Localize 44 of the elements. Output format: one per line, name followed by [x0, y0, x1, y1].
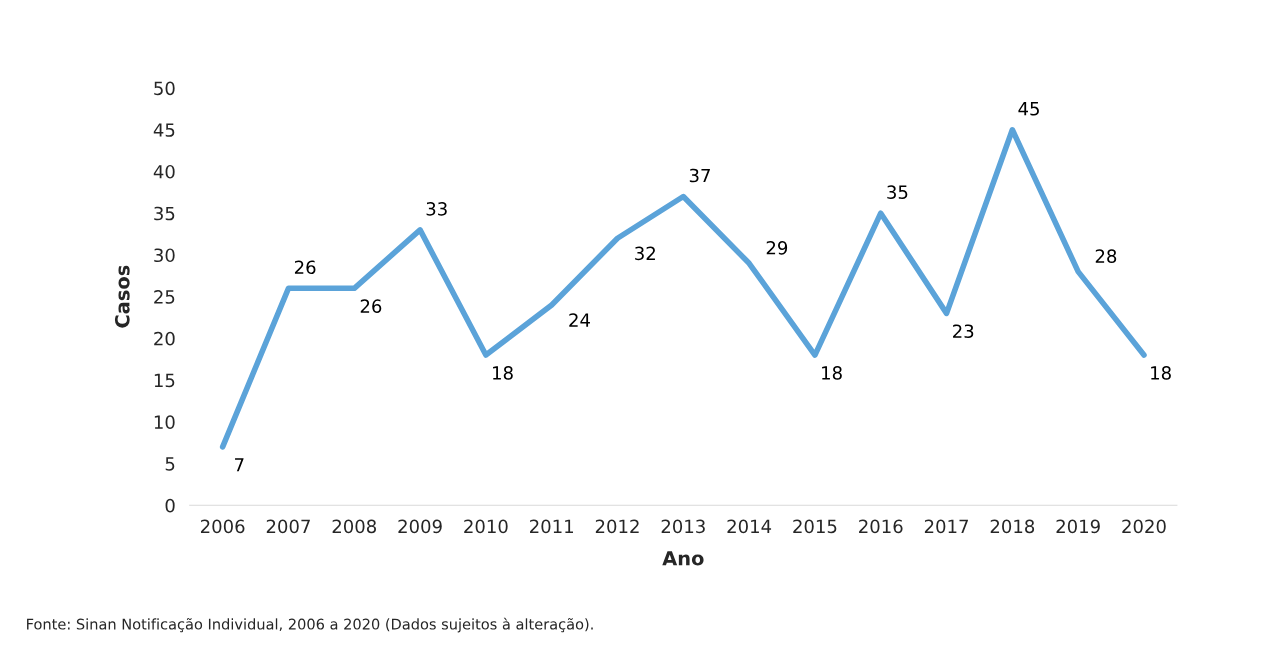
- y-tick-label: 15: [154, 373, 175, 388]
- y-tick-label: 0: [165, 498, 175, 513]
- data-label: 45: [1018, 102, 1039, 116]
- y-tick-label: 35: [154, 206, 175, 221]
- x-tick-label: 2017: [924, 519, 968, 534]
- data-label: 24: [569, 313, 590, 327]
- y-tick-label: 50: [154, 81, 175, 96]
- x-axis-title: Ano: [662, 551, 704, 566]
- y-tick-label: 45: [153, 123, 175, 137]
- x-tick-label: 2016: [859, 519, 903, 534]
- x-tick-label: 2015: [793, 519, 837, 534]
- x-tick-label: 2006: [200, 519, 245, 534]
- y-axis-title: Casos: [114, 265, 130, 328]
- data-label: 28: [1095, 249, 1117, 263]
- x-tick-label: 2014: [727, 519, 772, 534]
- data-label: 29: [766, 240, 788, 255]
- data-label: 37: [689, 168, 710, 183]
- data-label: 35: [887, 185, 908, 199]
- x-tick-label: 2018: [990, 519, 1035, 534]
- x-tick-label: 2009: [398, 519, 442, 534]
- data-label: 26: [360, 299, 382, 313]
- x-tick-label: 2008: [332, 519, 376, 534]
- data-label: 23: [953, 324, 974, 339]
- y-tick-label: 40: [153, 164, 175, 179]
- x-tick-label: 2020: [1122, 519, 1166, 534]
- source-note: Fonte: Sinan Notificação Individual, 2006 a 2020 (Dados sujeitos à alteração).: [27, 617, 593, 633]
- x-tick-label: 2019: [1056, 519, 1100, 534]
- y-tick-label: 25: [154, 290, 175, 304]
- x-tick-label: 2011: [530, 519, 573, 534]
- data-label: 7: [235, 458, 244, 472]
- data-label: 33: [426, 202, 447, 216]
- x-tick-label: 2007: [266, 519, 310, 534]
- data-label: 18: [493, 366, 513, 380]
- y-tick-label: 10: [154, 415, 175, 429]
- x-tick-label: 2010: [464, 519, 508, 534]
- data-label: 32: [635, 246, 655, 261]
- y-tick-label: 30: [154, 248, 175, 263]
- x-tick-label: 2012: [595, 519, 639, 534]
- y-tick-label: 20: [154, 331, 175, 346]
- data-label: 26: [294, 260, 316, 275]
- data-label: 18: [822, 366, 842, 380]
- y-tick-label: 5: [165, 457, 175, 471]
- data-label: 18: [1151, 366, 1171, 380]
- x-tick-label: 2013: [661, 519, 705, 534]
